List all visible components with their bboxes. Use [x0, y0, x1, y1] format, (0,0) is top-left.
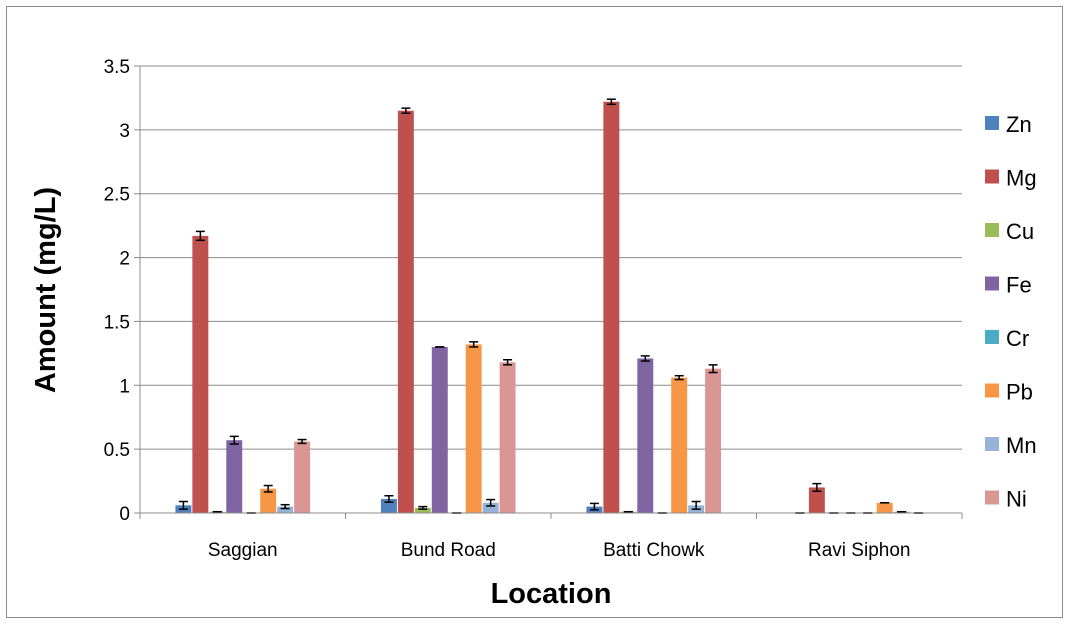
legend-label-mg: Mg: [1006, 166, 1037, 191]
legend-swatch-ni: [985, 490, 999, 505]
legend-label-ni: Ni: [1006, 487, 1027, 512]
bar-pb: [671, 377, 688, 513]
y-axis-ticks: 0 0.5 1 1.5 2 2.5 3 3.5: [104, 57, 130, 525]
legend-label-mn: Mn: [1006, 433, 1037, 458]
legend-label-cu: Cu: [1006, 219, 1034, 244]
error-bars: [178, 98, 924, 514]
legend-swatch-cu: [985, 223, 999, 237]
bar-pb: [465, 344, 482, 513]
x-axis-ticks: Saggian Bund Road Batti Chowk Ravi Siphon: [208, 540, 911, 561]
y-tick-label: 3: [119, 121, 130, 142]
bar-ni: [705, 368, 722, 513]
bar-fe: [431, 346, 448, 513]
x-tick-label: Bund Road: [401, 540, 496, 561]
legend-swatch-fe: [985, 276, 999, 291]
bar-mg: [192, 235, 209, 514]
y-tick-label: 2: [119, 249, 130, 270]
legend: Zn Mg Cu Fe Cr Pb Mn Ni: [985, 112, 1037, 512]
legend-swatch-pb: [985, 383, 999, 398]
x-axis-title: Location: [491, 578, 612, 610]
y-tick-label: 3.5: [104, 57, 130, 78]
bars: [175, 101, 910, 514]
y-tick-label: 2.5: [104, 185, 130, 206]
legend-swatch-mg: [985, 169, 999, 184]
y-tick-label: 1: [119, 376, 130, 397]
bar-mg: [397, 110, 414, 513]
legend-swatch-cr: [985, 330, 999, 344]
bar-cu: [414, 507, 431, 513]
legend-swatch-mn: [985, 437, 999, 451]
y-tick-label: 1.5: [104, 312, 130, 333]
bar-mn: [277, 506, 294, 513]
y-tick-label: 0.5: [104, 440, 130, 461]
legend-label-cr: Cr: [1006, 326, 1029, 351]
bar-fe: [637, 358, 654, 513]
chart-frame: [6, 6, 1063, 618]
legend-label-zn: Zn: [1006, 112, 1032, 137]
bar-pb: [260, 488, 277, 513]
bar-mg: [603, 101, 620, 513]
bar-ni: [294, 441, 311, 513]
x-tick-label: Ravi Siphon: [808, 540, 910, 561]
bar-mn: [482, 502, 499, 513]
x-tick-label: Saggian: [208, 540, 278, 561]
legend-label-fe: Fe: [1006, 273, 1032, 298]
y-axis-title: Amount (mg/L): [30, 187, 62, 393]
bar-pb: [876, 502, 893, 513]
gridlines: [134, 65, 963, 519]
x-tick-label: Batti Chowk: [603, 540, 705, 561]
bar-ni: [499, 362, 516, 513]
legend-label-pb: Pb: [1006, 380, 1033, 405]
y-tick-label: 0: [119, 504, 130, 525]
bar-fe: [226, 440, 243, 513]
bar-mg: [808, 487, 825, 513]
legend-swatch-zn: [985, 116, 999, 130]
